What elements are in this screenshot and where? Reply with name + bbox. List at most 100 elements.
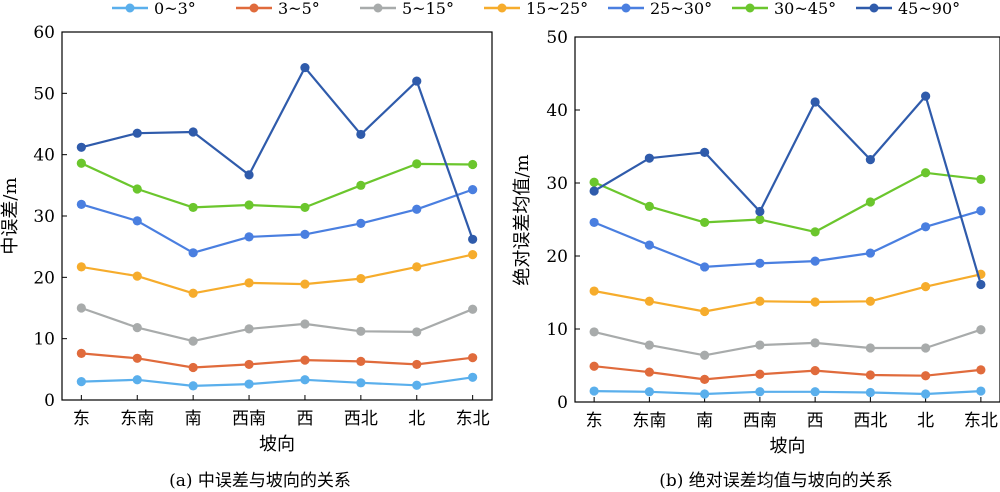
legend-label: 30~45° [774, 0, 836, 18]
data-point [589, 386, 599, 396]
data-point [644, 367, 654, 377]
x-tick-label: 北 [917, 411, 934, 431]
data-point [976, 325, 986, 335]
data-point [132, 375, 142, 385]
series-0 [76, 372, 478, 391]
data-point [755, 258, 765, 268]
series-4 [589, 206, 986, 272]
data-point [132, 216, 142, 226]
y-tick-label: 30 [33, 207, 55, 227]
data-point [132, 184, 142, 194]
data-point [188, 248, 198, 258]
data-point [810, 256, 820, 266]
x-tick-label: 东南 [120, 409, 154, 429]
y-tick-label: 0 [44, 391, 55, 411]
data-point [76, 158, 86, 168]
legend-marker [373, 3, 383, 13]
data-point [468, 304, 478, 314]
series-line [593, 365, 982, 381]
legend-marker [125, 3, 135, 13]
data-point [468, 234, 478, 244]
data-point [700, 217, 710, 228]
data-point [244, 324, 254, 334]
series-6 [76, 62, 478, 244]
legend-marker [745, 3, 755, 13]
data-point [356, 356, 366, 366]
x-tick-label: 东南 [632, 411, 666, 431]
y-tick-label: 20 [546, 247, 568, 267]
x-tick-label: 西南 [232, 409, 266, 429]
series-2 [589, 325, 986, 360]
series-line [593, 171, 982, 233]
data-point [865, 155, 875, 165]
legend-marker [621, 3, 631, 13]
data-point [244, 200, 254, 210]
data-point [468, 250, 478, 260]
y-tick-label: 40 [33, 146, 55, 166]
series-line [594, 390, 981, 396]
x-tick-label: 东 [586, 411, 603, 431]
series-6 [589, 91, 986, 290]
panel-caption: (b) 绝对误差均值与坡向的关系 [659, 471, 893, 491]
data-point [700, 389, 710, 399]
data-point [755, 296, 765, 306]
data-point [300, 229, 310, 239]
series-1 [76, 348, 478, 373]
data-point [412, 204, 422, 214]
y-tick-label: 40 [546, 101, 568, 121]
series-line [81, 352, 473, 369]
data-point [921, 371, 931, 381]
y-tick-label: 50 [33, 84, 55, 104]
data-point [589, 327, 599, 337]
data-point [755, 206, 765, 217]
series-3 [589, 269, 986, 317]
data-point [76, 142, 86, 152]
data-point [300, 62, 310, 73]
data-point [865, 197, 875, 207]
data-point [468, 185, 478, 195]
data-point [188, 127, 198, 137]
legend: 0~3° 3~5° 5~15° 15~25° 25~30° 30~45° 45~90° [112, 0, 960, 18]
data-point [921, 389, 931, 399]
data-point [188, 381, 198, 391]
plot-frame [61, 31, 493, 401]
x-tick-label: 西南 [743, 411, 777, 431]
plot-frame [574, 36, 1000, 403]
y-tick-label: 50 [546, 28, 568, 48]
data-point [644, 240, 654, 250]
data-point [865, 387, 875, 398]
series-line [593, 328, 982, 357]
data-point [921, 91, 931, 101]
panel-caption: (a) 中误差与坡向的关系 [169, 471, 351, 491]
data-point [755, 340, 765, 350]
legend-item: 15~25° [484, 0, 588, 18]
series-line [80, 162, 473, 209]
series-1 [589, 361, 986, 384]
data-point [76, 262, 86, 272]
data-point [468, 372, 478, 382]
series-line [593, 273, 982, 313]
legend-item: 30~45° [732, 0, 836, 18]
data-point [412, 159, 422, 169]
data-point [810, 97, 820, 107]
legend-marker [497, 3, 507, 13]
data-point [589, 361, 599, 371]
series-line [593, 209, 982, 268]
data-point [976, 206, 986, 216]
series-2 [76, 303, 478, 346]
data-point [412, 380, 422, 390]
data-point [644, 153, 654, 163]
data-point [356, 180, 366, 190]
data-point [589, 286, 599, 296]
series-line [593, 94, 982, 285]
data-point [810, 387, 820, 397]
data-point [865, 343, 875, 353]
data-point [976, 279, 986, 290]
data-point [810, 297, 820, 307]
data-point [644, 387, 654, 397]
data-point [188, 336, 198, 346]
data-point [589, 186, 599, 196]
data-point [188, 202, 198, 213]
